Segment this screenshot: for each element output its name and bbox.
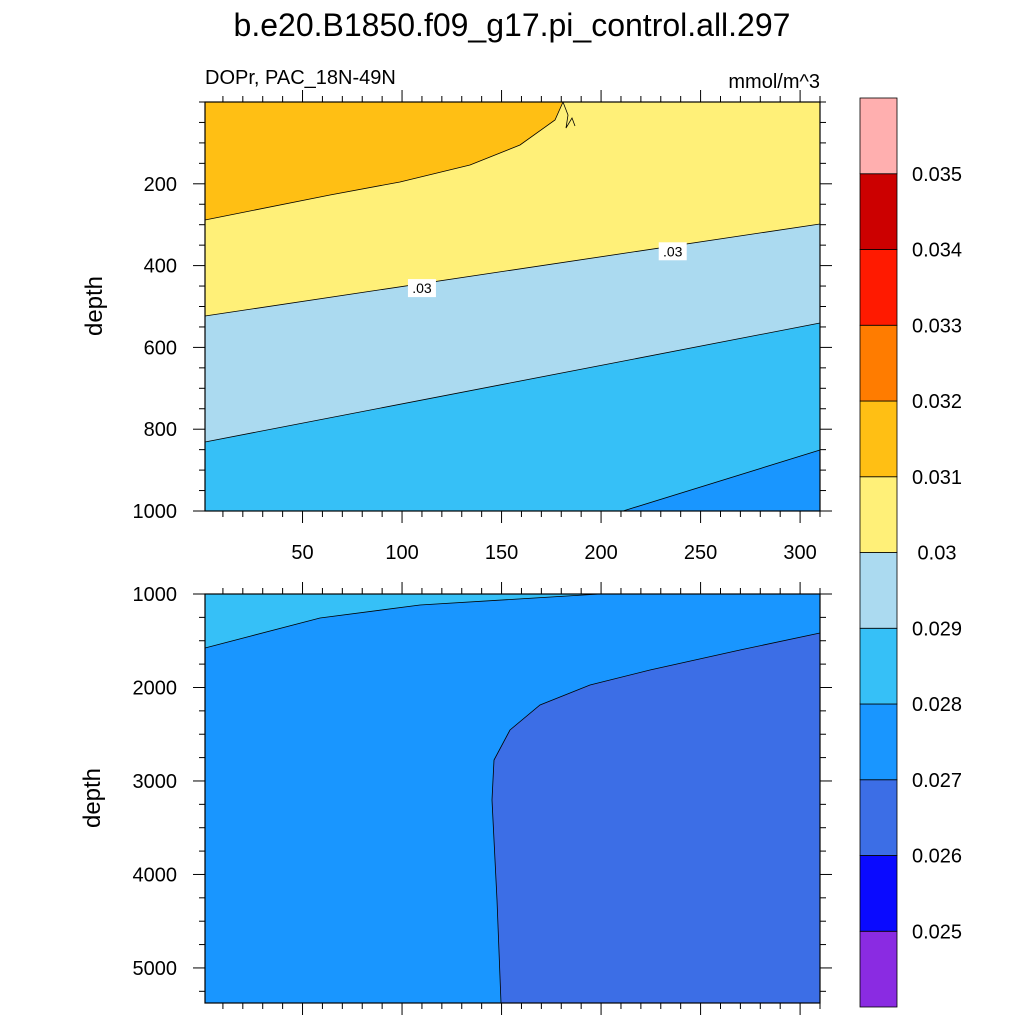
figure-title: b.e20.B1850.f09_g17.pi_control.all.297 — [234, 7, 791, 43]
x-tick-label: 150 — [485, 542, 518, 564]
colorbar-swatch — [859, 552, 898, 629]
lower-fill-0.028 — [205, 594, 600, 648]
y-tick-label: 5000 — [133, 958, 178, 980]
colorbar: 0.025 0.026 0.027 0.028 0.029 0.03 0.031 0.032 0… — [859, 97, 962, 1008]
upper-fill-0.028 — [205, 323, 820, 511]
lower-fill-0.026 — [492, 633, 820, 1003]
colorbar-label: 0.032 — [912, 391, 962, 413]
y-tick-label: 600 — [144, 337, 177, 359]
colorbar-swatch — [859, 930, 898, 1008]
colorbar-swatch — [859, 476, 898, 553]
x-tick-label: 50 — [291, 542, 313, 564]
lower-panel: 1000 2000 3000 4000 5000 depth — [79, 582, 832, 1015]
colorbar-swatch — [859, 173, 898, 250]
contour-label: .03 — [663, 243, 683, 259]
upper-contour-jag — [562, 101, 576, 129]
colorbar-label: 0.034 — [912, 240, 962, 262]
y-tick-label: 1000 — [133, 501, 178, 523]
upper-contour-0.030 — [204, 223, 821, 317]
lower-panel-frame — [204, 593, 821, 1004]
colorbar-label: 0.029 — [912, 618, 962, 640]
lower-fill-0.027 — [205, 594, 820, 1003]
colorbar-swatch — [859, 627, 898, 705]
upper-contour-0.028 — [622, 449, 821, 512]
y-tick-label: 800 — [144, 419, 177, 441]
contour-label-bg — [407, 279, 436, 298]
contour-label-bg — [658, 242, 687, 261]
lower-contour-lines — [204, 593, 821, 1004]
upper-y-axis: 200 400 600 800 1000 — [133, 101, 832, 523]
upper-contour-0.029 — [204, 322, 821, 443]
colorbar-swatch — [859, 779, 898, 856]
x-tick-label: 100 — [385, 542, 418, 564]
colorbar-label: 0.033 — [912, 315, 962, 337]
y-tick-label: 4000 — [133, 864, 178, 886]
upper-contour-labels: .03 .03 — [407, 242, 687, 298]
colorbar-swatch — [859, 400, 898, 478]
y-tick-label: 1000 — [133, 584, 178, 606]
y-tick-label: 400 — [144, 256, 177, 278]
y-tick-label: 200 — [144, 174, 177, 196]
lower-y-axis: 1000 2000 3000 4000 5000 — [133, 584, 832, 992]
colorbar-label: 0.035 — [912, 164, 962, 186]
upper-y-axis-label: depth — [81, 276, 108, 336]
upper-panel: .03 .03 200 400 600 800 1000 50 100 150 200 250 30… — [81, 90, 832, 564]
colorbar-swatch — [859, 249, 898, 326]
upper-fill-0.029 — [205, 224, 820, 442]
colorbar-label: 0.027 — [912, 770, 962, 792]
colorbar-label: 0.03 — [918, 543, 957, 565]
colorbar-swatch — [859, 324, 898, 402]
colorbar-swatch — [859, 703, 898, 781]
colorbar-swatch — [859, 97, 898, 175]
upper-fill-0.031 — [205, 102, 563, 220]
lower-x-axis — [222, 582, 821, 1015]
lower-contour-0.028 — [204, 593, 601, 649]
x-tick-label: 250 — [684, 542, 717, 564]
colorbar-swatch — [859, 855, 898, 932]
upper-panel-fills — [205, 102, 820, 511]
colorbar-label: 0.031 — [912, 467, 962, 489]
colorbar-label: 0.026 — [912, 846, 962, 868]
upper-fill-0.030 — [205, 102, 820, 316]
variable-region-label: DOPr, PAC_18N-49N — [205, 67, 396, 89]
upper-contour-lines — [204, 101, 821, 512]
units-label: mmol/m^3 — [728, 71, 820, 93]
lower-contour-0.027 — [491, 632, 821, 1004]
x-tick-label: 300 — [783, 542, 816, 564]
lower-panel-fills — [205, 594, 820, 1003]
upper-x-axis: 50 100 150 200 250 300 — [222, 90, 821, 564]
colorbar-label: 0.028 — [912, 694, 962, 716]
x-tick-label: 200 — [584, 542, 617, 564]
lower-y-axis-label: depth — [79, 768, 106, 828]
contour-label: .03 — [412, 280, 432, 296]
y-tick-label: 3000 — [133, 771, 178, 793]
upper-contour-0.031 — [204, 101, 564, 221]
y-tick-label: 2000 — [133, 677, 178, 699]
colorbar-label: 0.025 — [912, 921, 962, 943]
